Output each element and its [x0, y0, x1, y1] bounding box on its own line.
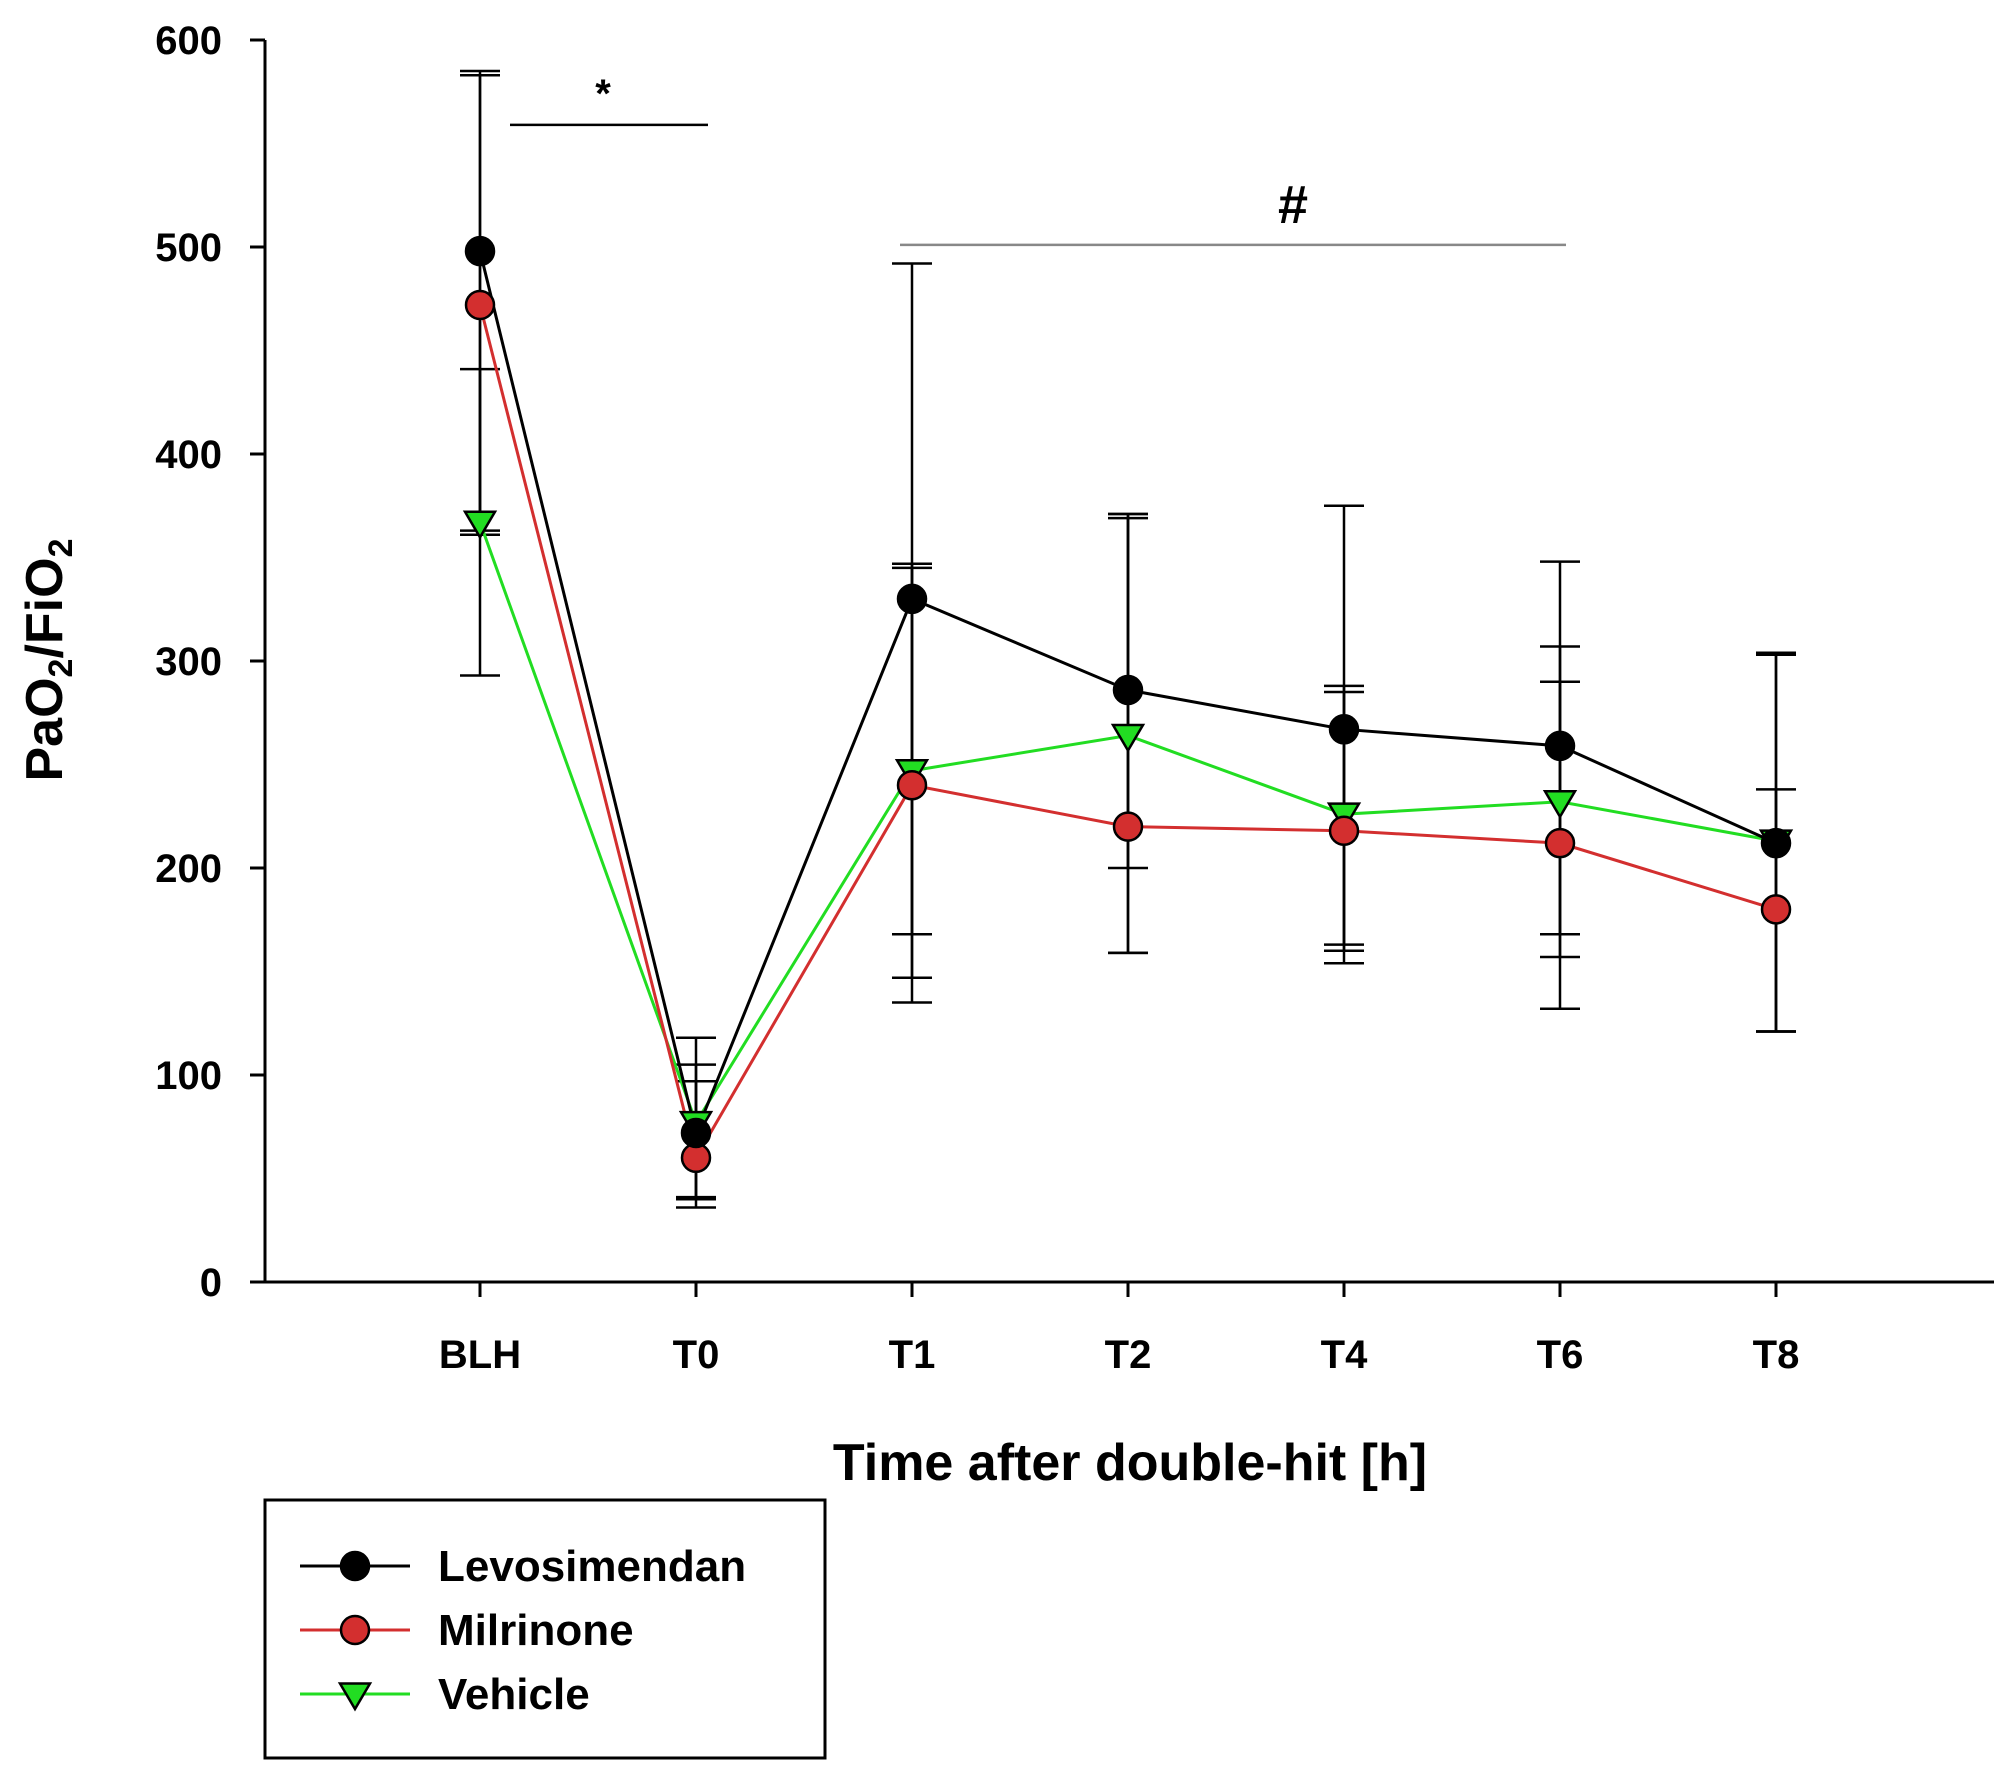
x-tick-label: T8: [1753, 1333, 1800, 1377]
marker-milrinone: [1544, 827, 1576, 859]
y-tick-label: 100: [155, 1054, 222, 1098]
y-axis-title: PaO2/FiO2: [16, 538, 80, 781]
marker-levosimendan: [1760, 827, 1792, 859]
marker-milrinone: [1112, 811, 1144, 842]
x-tick-label: T2: [1105, 1333, 1152, 1377]
y-tick-label: 200: [155, 847, 222, 891]
marker-vehicle: [1542, 790, 1578, 820]
marker-milrinone: [1760, 894, 1792, 925]
error-bars: [460, 69, 1796, 1209]
x-tick-label: T6: [1537, 1333, 1584, 1377]
legend-label-milrinone: Milrinone: [438, 1606, 634, 1655]
marker-levosimendan: [680, 1117, 712, 1149]
y-tick-label: 500: [155, 226, 222, 270]
x-axis: BLH T0 T1 T2 T4 T6 T8: [265, 1280, 1994, 1377]
marker-milrinone: [896, 769, 928, 801]
marker-levosimendan: [464, 235, 496, 267]
marker-levosimendan-legend: [339, 1550, 371, 1582]
x-tick-label: T0: [673, 1333, 720, 1377]
marker-levosimendan: [1112, 674, 1144, 706]
y-tick-label: 300: [155, 640, 222, 684]
y-tick-label: 0: [200, 1261, 222, 1305]
marker-levosimendan: [1544, 730, 1576, 762]
x-tick-label: BLH: [439, 1333, 521, 1377]
marker-milrinone: [464, 289, 496, 321]
x-axis-title: Time after double-hit [h]: [833, 1434, 1427, 1492]
marker-vehicle: [1110, 723, 1146, 753]
x-tick-group: BLH T0 T1 T2 T4 T6 T8: [439, 1282, 1799, 1377]
marker-levosimendan: [1328, 714, 1360, 745]
marker-vehicle-legend: [337, 1682, 373, 1712]
marker-milrinone: [1328, 815, 1360, 846]
y-tick-label: 400: [155, 433, 222, 477]
legend: Levosimendan Milrinone Vehicle: [263, 1498, 827, 1760]
marker-levosimendan: [896, 583, 928, 615]
legend-label-vehicle: Vehicle: [438, 1670, 590, 1719]
marker-milrinone-legend: [339, 1614, 371, 1646]
legend-items: Levosimendan Milrinone Vehicle: [300, 1542, 746, 1719]
significance-annotations: *#: [510, 72, 1566, 247]
y-axis: 0 100 200 300 400 500 600: [155, 19, 267, 1305]
x-tick-label: T4: [1321, 1333, 1368, 1377]
y-tick-label: 600: [155, 19, 222, 63]
legend-label-levosimendan: Levosimendan: [438, 1542, 746, 1591]
data-markers: [462, 235, 1794, 1174]
x-tick-label: T1: [889, 1333, 936, 1377]
y-tick-group: 0 100 200 300 400 500 600: [155, 19, 265, 1305]
significance-label: *: [595, 72, 611, 116]
significance-label: #: [1278, 175, 1308, 235]
marker-vehicle: [462, 510, 498, 540]
